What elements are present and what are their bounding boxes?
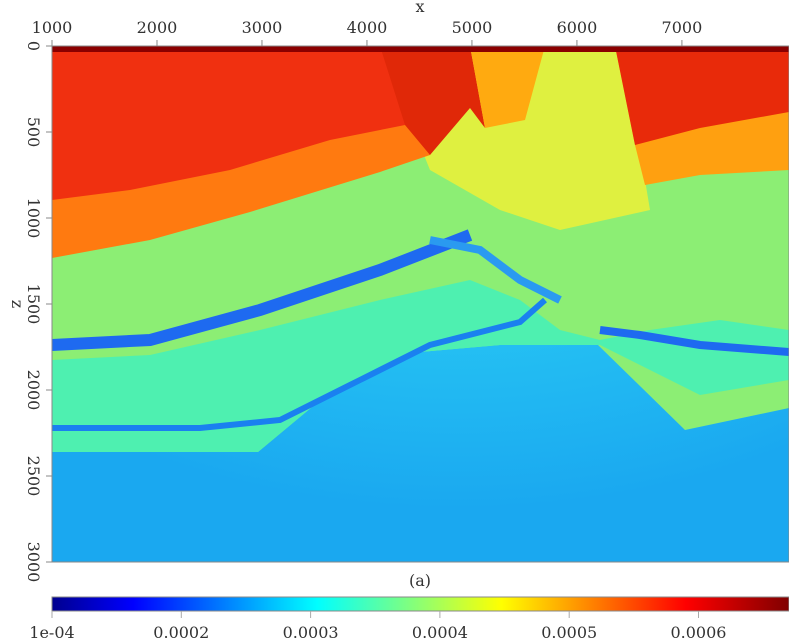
- colorbar-tick-label: 0.0006: [670, 623, 726, 641]
- y-tick-label: 3000: [24, 542, 43, 583]
- red-region-right: [615, 46, 789, 145]
- colorbar: [51, 596, 789, 612]
- y-tick-label: 1000: [24, 198, 43, 239]
- cyan-green-layers: [52, 280, 789, 452]
- x-axis-label: x: [415, 0, 424, 16]
- y-tick-label: 500: [24, 117, 43, 148]
- blue-band: [599, 326, 789, 356]
- red-region-left: [52, 46, 405, 200]
- x-tick-label: 5000: [452, 18, 493, 37]
- x-tick-label: 6000: [557, 18, 598, 37]
- blue-band: [52, 297, 547, 431]
- x-tick-label: 4000: [347, 18, 388, 37]
- y-axis-label: z: [8, 300, 27, 308]
- colorbar-tick-label: 0.0005: [541, 623, 597, 641]
- y-tick-label: 1500: [24, 284, 43, 325]
- y-tick-label: 2500: [24, 456, 43, 497]
- x-tick-label: 3000: [242, 18, 283, 37]
- plot-frame: [51, 45, 789, 563]
- y-tick-label: 2000: [24, 370, 43, 411]
- top-dark-layer: [52, 46, 789, 52]
- y-tick-label: 0: [24, 41, 43, 51]
- colorbar-tick-label: 0.0004: [412, 623, 468, 641]
- x-tick-label: 7000: [662, 18, 703, 37]
- x-tick-label: 2000: [137, 18, 178, 37]
- red-wedge: [380, 46, 485, 155]
- orange-wedge: [470, 46, 545, 128]
- colorbar-tick-label: 1e-04: [29, 623, 74, 641]
- colorbar-tick-label: 0.0002: [153, 623, 209, 641]
- x-tick-label: 1000: [32, 18, 73, 37]
- x-ticks: 1000 2000 3000 4000 5000 6000 7000: [32, 18, 703, 46]
- caption: (a): [409, 571, 431, 590]
- colorbar-tick-label: 0.0003: [283, 623, 339, 641]
- y-ticks: 0 500 1000 1500 2000 2500 3000: [24, 41, 52, 582]
- blue-band: [52, 229, 473, 351]
- blue-band: [429, 236, 562, 304]
- colorbar-ticks: 1e-04 0.0002 0.0003 0.0004 0.0005 0.0006: [29, 611, 726, 641]
- heatmap: [52, 46, 789, 562]
